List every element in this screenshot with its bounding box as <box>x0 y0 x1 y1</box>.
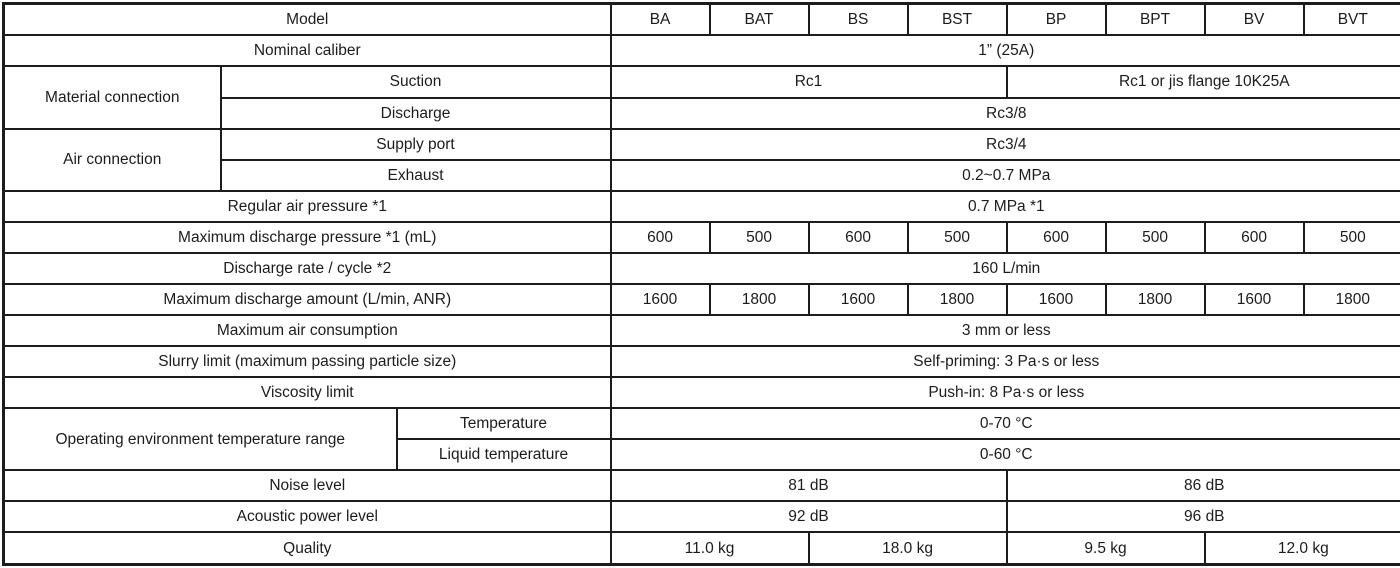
exhaust-value: 0.2~0.7 MPa <box>609 158 1400 192</box>
row-model: Model BA BAT BS BST BP BPT BV BVT <box>2 2 1400 37</box>
quality-cell: 18.0 kg <box>807 531 1008 566</box>
suction-value-left: Rc1 <box>609 65 1008 99</box>
row-label-nominal-caliber: Nominal caliber <box>2 34 612 68</box>
group-label-air-connection: Air connection <box>2 127 222 192</box>
model-name-cell: BS <box>807 2 909 37</box>
row-temperature: Operating environment temperature range … <box>2 407 1400 472</box>
max-discharge-amount-cell: 1800 <box>1104 282 1206 316</box>
row-liquid-temperature: Liquid temperature 0-60 °C <box>4 438 1400 472</box>
max-discharge-pressure-cell: 500 <box>1302 220 1400 254</box>
row-label-suction: Suction <box>219 65 612 99</box>
row-label-acoustic-power-level: Acoustic power level <box>2 500 612 534</box>
row-label-slurry-limit: Slurry limit (maximum passing particle s… <box>2 345 612 379</box>
row-label-noise-level: Noise level <box>2 469 612 503</box>
row-label-liquid-temperature: Liquid temperature <box>395 438 612 472</box>
row-maximum-discharge-pressure: Maximum discharge pressure *1 (mL) 600 5… <box>2 220 1400 254</box>
quality-cell: 11.0 kg <box>609 531 810 566</box>
row-regular-air-pressure: Regular air pressure *1 0.7 MPa *1 <box>2 189 1400 223</box>
model-name-cell: BST <box>906 2 1008 37</box>
max-discharge-pressure-cell: 500 <box>708 220 810 254</box>
row-slurry-limit: Slurry limit (maximum passing particle s… <box>2 345 1400 379</box>
row-label-maximum-air-consumption: Maximum air consumption <box>2 313 612 348</box>
max-discharge-pressure-cell: 500 <box>906 220 1008 254</box>
max-discharge-amount-cell: 1600 <box>609 282 711 316</box>
row-label-exhaust: Exhaust <box>219 158 612 192</box>
maximum-air-consumption-value: 3 mm or less <box>609 313 1400 348</box>
max-discharge-pressure-cell: 500 <box>1104 220 1206 254</box>
max-discharge-amount-cell: 1800 <box>906 282 1008 316</box>
row-label-discharge: Discharge <box>219 96 612 130</box>
row-noise-level: Noise level 81 dB 86 dB <box>2 469 1400 503</box>
row-acoustic-power-level: Acoustic power level 92 dB 96 dB <box>2 500 1400 534</box>
model-name-cell: BPT <box>1104 2 1206 37</box>
max-discharge-pressure-cell: 600 <box>807 220 909 254</box>
noise-level-right: 86 dB <box>1005 469 1400 503</box>
row-label-discharge-rate: Discharge rate / cycle *2 <box>2 251 612 285</box>
row-supply-port: Air connection Supply port Rc3/4 <box>2 127 1400 192</box>
row-maximum-air-consumption: Maximum air consumption 3 mm or less <box>2 313 1400 348</box>
temperature-value: 0-70 °C <box>609 407 1400 441</box>
supply-port-value: Rc3/4 <box>609 127 1400 161</box>
quality-cell: 9.5 kg <box>1005 531 1206 566</box>
liquid-temperature-value: 0-60 °C <box>609 438 1400 472</box>
acoustic-power-left: 92 dB <box>609 500 1008 534</box>
row-quality: Quality 11.0 kg 18.0 kg 9.5 kg 12.0 kg <box>2 531 1400 566</box>
max-discharge-pressure-cell: 600 <box>1203 220 1305 254</box>
max-discharge-amount-cell: 1800 <box>708 282 810 316</box>
discharge-value: Rc3/8 <box>609 96 1400 130</box>
regular-air-pressure-value: 0.7 MPa *1 <box>609 189 1400 223</box>
slurry-limit-value: Self-priming: 3 Pa·s or less <box>609 345 1400 379</box>
row-label-supply-port: Supply port <box>219 127 612 161</box>
suction-value-right: Rc1 or jis flange 10K25A <box>1005 65 1400 99</box>
model-name-cell: BA <box>609 2 711 37</box>
row-suction: Material connection Suction Rc1 Rc1 or j… <box>2 65 1400 130</box>
row-label-model: Model <box>2 2 612 37</box>
max-discharge-amount-cell: 1600 <box>807 282 909 316</box>
model-name-cell: BP <box>1005 2 1107 37</box>
max-discharge-pressure-cell: 600 <box>609 220 711 254</box>
model-name-cell: BAT <box>708 2 810 37</box>
nominal-caliber-value: 1” (25A) <box>609 34 1400 68</box>
row-viscosity-limit: Viscosity limit Push-in: 8 Pa·s or less <box>2 376 1400 410</box>
row-maximum-discharge-amount: Maximum discharge amount (L/min, ANR) 16… <box>2 282 1400 316</box>
row-label-regular-air-pressure: Regular air pressure *1 <box>2 189 612 223</box>
model-name-cell: BV <box>1203 2 1305 37</box>
row-nominal-caliber: Nominal caliber 1” (25A) <box>2 34 1400 68</box>
quality-cell: 12.0 kg <box>1203 531 1400 566</box>
viscosity-limit-value: Push-in: 8 Pa·s or less <box>609 376 1400 410</box>
group-label-operating-temp-range: Operating environment temperature range <box>2 407 398 472</box>
row-label-maximum-discharge-amount: Maximum discharge amount (L/min, ANR) <box>2 282 612 316</box>
row-discharge: Discharge Rc3/8 <box>4 96 1400 130</box>
row-exhaust: Exhaust 0.2~0.7 MPa <box>4 158 1400 192</box>
max-discharge-amount-cell: 1600 <box>1203 282 1305 316</box>
row-label-viscosity-limit: Viscosity limit <box>2 376 612 410</box>
max-discharge-amount-cell: 1800 <box>1302 282 1400 316</box>
row-label-maximum-discharge-pressure: Maximum discharge pressure *1 (mL) <box>2 220 612 254</box>
model-name-cell: BVT <box>1302 2 1400 37</box>
group-label-material-connection: Material connection <box>2 65 222 130</box>
noise-level-left: 81 dB <box>609 469 1008 503</box>
row-label-quality: Quality <box>2 531 612 566</box>
acoustic-power-right: 96 dB <box>1005 500 1400 534</box>
max-discharge-pressure-cell: 600 <box>1005 220 1107 254</box>
row-label-temperature: Temperature <box>395 407 612 441</box>
discharge-rate-value: 160 L/min <box>609 251 1400 285</box>
row-discharge-rate: Discharge rate / cycle *2 160 L/min <box>2 251 1400 285</box>
max-discharge-amount-cell: 1600 <box>1005 282 1107 316</box>
